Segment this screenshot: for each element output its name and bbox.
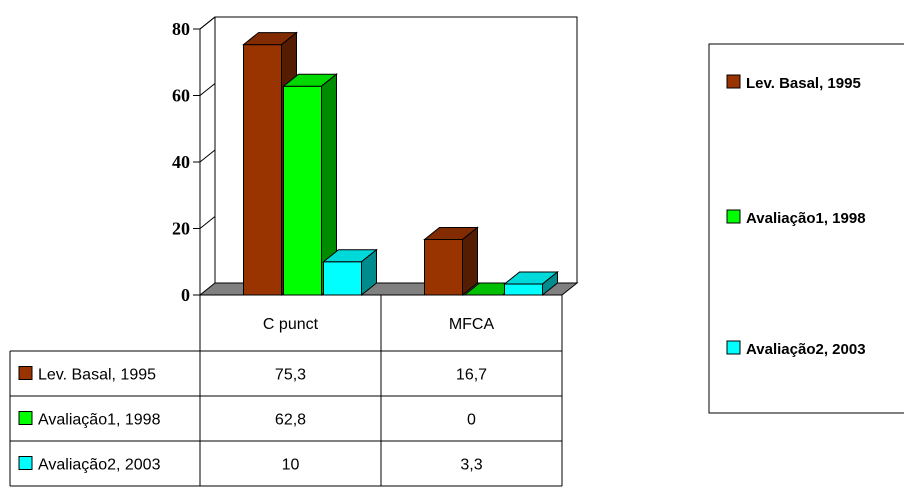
table-series-name: Avaliação1, 1998 [38, 412, 161, 429]
bar [282, 73, 338, 297]
legend-key [726, 74, 741, 89]
bar [503, 270, 559, 297]
data-table: C punct MFCA Lev. Basal, 1995 75,3 16,7 Avali… [9, 295, 563, 487]
y-tick-label: 40 [172, 152, 190, 172]
table-legend-key [18, 366, 33, 380]
table-series-name: Lev. Basal, 1995 [38, 367, 156, 384]
bar-front [424, 238, 463, 296]
bar-front [323, 261, 362, 296]
bar [322, 248, 378, 297]
table-value: 62,8 [275, 412, 306, 429]
legend-label: Avaliação2, 2003 [746, 341, 866, 358]
bar-side [361, 248, 377, 297]
bar-front [504, 283, 543, 296]
table-value: 75,3 [275, 367, 306, 384]
legend-label: Lev. Basal, 1995 [746, 75, 861, 92]
bars [242, 31, 559, 297]
legend: Lev. Basal, 1995 Avaliação1, 1998 Avaliaçã… [708, 43, 904, 414]
table-value: 10 [282, 457, 300, 474]
bar-front [243, 44, 282, 296]
y-tick-label: 80 [172, 19, 190, 39]
legend-key [726, 340, 741, 355]
table-series-name: Avaliação2, 2003 [38, 457, 161, 474]
legend-key [726, 209, 741, 224]
x-category-label: C punct [263, 316, 319, 333]
table-value: 16,7 [456, 367, 487, 384]
y-tick-label: 20 [172, 219, 190, 239]
table-legend-key [18, 456, 33, 470]
table-value: 0 [467, 412, 476, 429]
bar-side [462, 226, 478, 297]
y-tick-label: 0 [181, 285, 190, 305]
bar [423, 226, 479, 297]
y-axis: 0 20 40 60 80 [172, 19, 200, 305]
bar-side [542, 270, 558, 297]
table-legend-key [18, 411, 33, 425]
legend-box [708, 43, 904, 414]
y-tick-label: 60 [172, 86, 190, 106]
table-value: 3,3 [460, 457, 482, 474]
bar-front [283, 85, 322, 296]
legend-label: Avaliação1, 1998 [746, 210, 866, 227]
x-category-label: MFCA [449, 316, 495, 333]
